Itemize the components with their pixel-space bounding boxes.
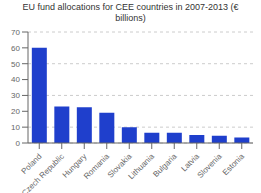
svg-text:Lithuania: Lithuania: [127, 151, 157, 181]
html-text:EU fund allocations for CEE co: EU fund allocations for CEE countries in…: [22, 2, 239, 12]
svg-text:40: 40: [11, 75, 20, 84]
svg-text:Czech Republic: Czech Republic: [20, 152, 66, 193]
svg-text:Romania: Romania: [82, 151, 111, 180]
svg-text:Slovenia: Slovenia: [195, 151, 223, 179]
svg-text:10: 10: [11, 123, 20, 132]
html-text:billions): billions): [115, 13, 146, 23]
svg-text:70: 70: [11, 28, 20, 37]
svg-text:30: 30: [11, 91, 20, 100]
svg-text:20: 20: [11, 107, 20, 116]
svg-text:Poland: Poland: [19, 151, 44, 176]
svg-text:50: 50: [11, 60, 20, 69]
svg-text:Bulgaria: Bulgaria: [151, 151, 179, 179]
svg-text:Hungary: Hungary: [60, 151, 89, 180]
svg-text:60: 60: [11, 44, 20, 53]
svg-text:Estonia: Estonia: [221, 151, 247, 177]
svg-text:Slovakia: Slovakia: [105, 151, 134, 180]
svg-text:Latvia: Latvia: [179, 151, 201, 174]
svg-text:0: 0: [16, 139, 21, 148]
